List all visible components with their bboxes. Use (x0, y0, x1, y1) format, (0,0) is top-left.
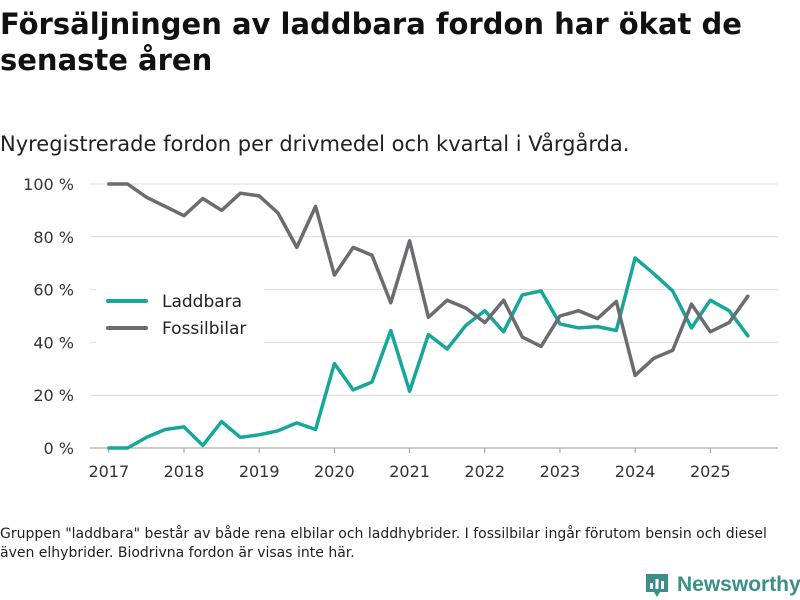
x-tick-label-2017: 2017 (88, 462, 129, 481)
x-tick-label-2021: 2021 (389, 462, 430, 481)
newsworthy-logo-icon (646, 574, 668, 597)
chart-subtitle: Nyregistrerade fordon per drivmedel och … (0, 132, 630, 156)
brand-logo: Newsworthy (644, 570, 800, 600)
legend-label-fossilbilar: Fossilbilar (162, 319, 246, 339)
footnote: Gruppen "laddbara" består av både rena e… (0, 526, 767, 561)
x-tick-label-2023: 2023 (540, 462, 581, 481)
brand-name: Newsworthy (677, 573, 800, 596)
x-tick-label-2024: 2024 (615, 462, 656, 481)
y-tick-label-20: 20 % (33, 386, 74, 405)
x-tick-label-2018: 2018 (164, 462, 205, 481)
x-tick-label-2025: 2025 (690, 462, 731, 481)
y-tick-label-60: 60 % (33, 281, 74, 300)
line-chart: 0 % 20 % 40 % 60 % 80 % 100 % 2017 2018 2019 202… (23, 175, 778, 481)
x-axis-ticks: 2017 2018 2019 2020 2021 2022 2023 2024 2025 (88, 448, 731, 481)
y-tick-label-80: 80 % (33, 228, 74, 247)
series-lines (107, 182, 750, 450)
legend: Laddbara Fossilbilar (96, 280, 264, 348)
series-line-laddbara (107, 256, 750, 450)
x-tick-label-2022: 2022 (464, 462, 505, 481)
chart-title: Försäljningen av laddbara fordon har öka… (0, 7, 742, 77)
y-tick-label-40: 40 % (33, 333, 74, 352)
y-tick-label-0: 0 % (44, 439, 74, 458)
x-tick-label-2019: 2019 (239, 462, 280, 481)
y-axis-ticks: 0 % 20 % 40 % 60 % 80 % 100 % (23, 175, 74, 458)
x-tick-label-2020: 2020 (314, 462, 355, 481)
series-line-fossilbilar (107, 182, 750, 378)
legend-label-laddbara: Laddbara (162, 292, 242, 312)
y-tick-label-100: 100 % (23, 175, 74, 194)
